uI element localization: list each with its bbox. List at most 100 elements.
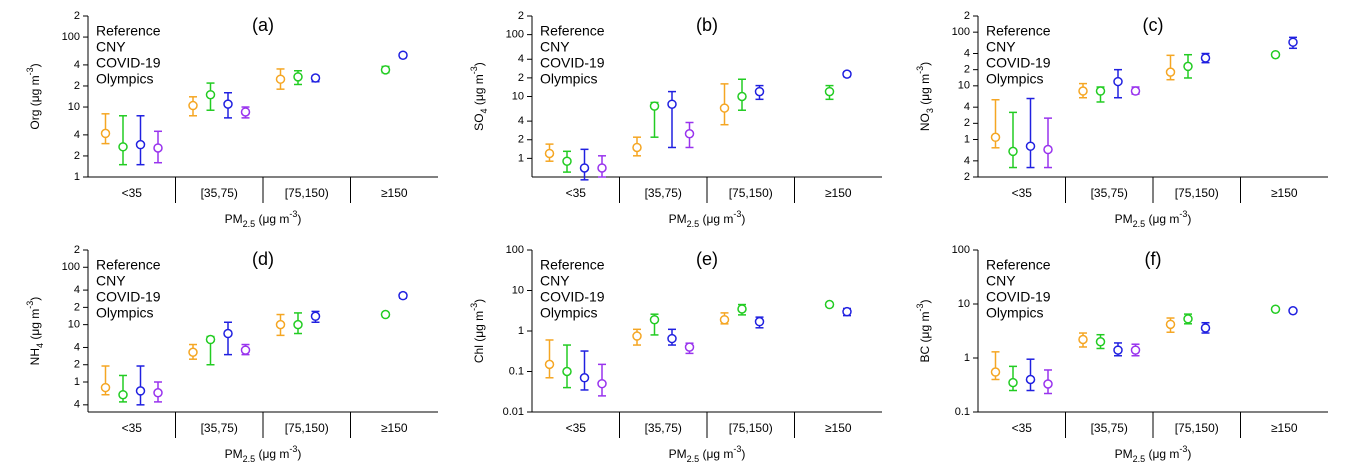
y-tick-label: 4	[964, 101, 970, 113]
legend-label: CNY	[986, 39, 1016, 55]
x-tick-label: <35	[566, 186, 587, 200]
marker	[1043, 379, 1053, 389]
marker	[205, 334, 216, 345]
x-tick-label: ≥150	[381, 186, 408, 200]
marker	[1095, 86, 1106, 96]
marker	[990, 367, 1001, 377]
legend-label: Reference	[986, 23, 1051, 39]
legend-label: CNY	[96, 273, 126, 289]
legend-label: COVID-19	[96, 55, 161, 71]
marker	[1200, 323, 1211, 333]
label-part: -3	[469, 303, 479, 311]
x-tick-label: ≥150	[1271, 186, 1298, 200]
panel-title: (e)	[696, 249, 718, 269]
y-tick-label: 100	[506, 29, 524, 41]
marker	[1008, 377, 1018, 388]
marker	[310, 311, 321, 322]
y-tick-label: 1	[74, 171, 80, 183]
y-tick-label: 2	[518, 134, 524, 146]
label-part: -3	[733, 209, 741, 219]
marker	[153, 387, 163, 398]
y-tick-label: 2	[518, 10, 524, 22]
y-tick-label: 100	[62, 31, 80, 43]
marker	[667, 99, 677, 109]
label-part: )	[297, 212, 301, 226]
x-tick-label: [35,75)	[645, 421, 682, 435]
marker	[1200, 53, 1211, 63]
marker	[153, 143, 163, 153]
legend-label: COVID-19	[986, 289, 1051, 305]
y-tick-label: 0.1	[955, 406, 970, 418]
marker	[100, 128, 111, 139]
y-tick-label: 0.01	[503, 406, 524, 418]
x-tick-label: [75,150)	[1175, 421, 1219, 435]
y-tick-label: 2	[74, 301, 80, 313]
label-part: 4	[479, 108, 489, 113]
label-part: NH	[28, 348, 42, 365]
x-tick-label: ≥150	[825, 421, 852, 435]
y-tick-label: 2	[964, 10, 970, 22]
y-tick-label: 100	[952, 26, 970, 38]
marker	[240, 107, 251, 117]
marker	[1288, 305, 1298, 316]
legend-label: COVID-19	[540, 289, 605, 305]
marker	[1130, 345, 1141, 355]
x-axis-label: PM2.5 (μg m-3)	[1115, 444, 1192, 464]
y-tick-label: 4	[964, 47, 970, 59]
x-tick-label: ≥150	[1271, 421, 1298, 435]
x-axis-label: PM2.5 (μg m-3)	[669, 209, 746, 229]
legend-label: Reference	[96, 23, 161, 39]
marker	[562, 156, 572, 166]
marker	[544, 148, 555, 159]
marker	[824, 86, 835, 97]
label-part: Org (μg m	[28, 75, 42, 129]
label-part: -3	[469, 66, 479, 74]
marker	[1113, 76, 1123, 87]
legend-label: CNY	[540, 39, 570, 55]
y-tick-label: 4	[74, 399, 80, 411]
marker	[1183, 61, 1193, 72]
x-tick-label: [75,150)	[285, 421, 329, 435]
marker	[597, 163, 607, 173]
x-axis-label: PM2.5 (μg m-3)	[669, 444, 746, 464]
marker	[737, 91, 747, 102]
y-tick-label: 4	[74, 59, 80, 71]
marker	[824, 299, 835, 310]
y-tick-label: 2	[74, 80, 80, 92]
marker	[205, 89, 216, 100]
label-part: PM	[1115, 212, 1133, 226]
marker	[754, 316, 765, 327]
y-tick-label: 2	[964, 171, 970, 183]
marker	[684, 129, 695, 139]
label-part: )	[918, 62, 932, 66]
label-part: PM	[1115, 447, 1133, 461]
label-part: -3	[733, 444, 741, 454]
label-part: 2.5	[1133, 219, 1146, 229]
marker	[1008, 146, 1018, 157]
marker	[1165, 319, 1176, 330]
legend-label: CNY	[540, 273, 570, 289]
marker	[562, 366, 572, 377]
y-tick-label: 4	[518, 53, 524, 65]
x-tick-label: <35	[1012, 421, 1033, 435]
legend-label: COVID-19	[96, 289, 161, 305]
label-part: (μg m	[1145, 212, 1179, 226]
marker	[1270, 304, 1281, 314]
marker	[310, 73, 321, 83]
label-part: (μg m	[699, 447, 733, 461]
x-tick-label: <35	[122, 421, 143, 435]
legend-label: Reference	[540, 257, 605, 273]
marker	[1288, 37, 1298, 47]
x-axis-label: PM2.5 (μg m-3)	[225, 209, 302, 229]
label-part: 2.5	[243, 219, 256, 229]
marker	[398, 50, 408, 60]
label-part: (μg m	[255, 447, 289, 461]
marker	[275, 319, 286, 330]
y-tick-label: 10	[512, 284, 524, 296]
y-tick-label: 2	[964, 64, 970, 76]
marker	[293, 319, 303, 330]
label-part: BC (μg m	[918, 312, 932, 363]
label-part: -3	[289, 444, 297, 454]
marker	[188, 347, 198, 358]
x-tick-label: [35,75)	[201, 421, 238, 435]
